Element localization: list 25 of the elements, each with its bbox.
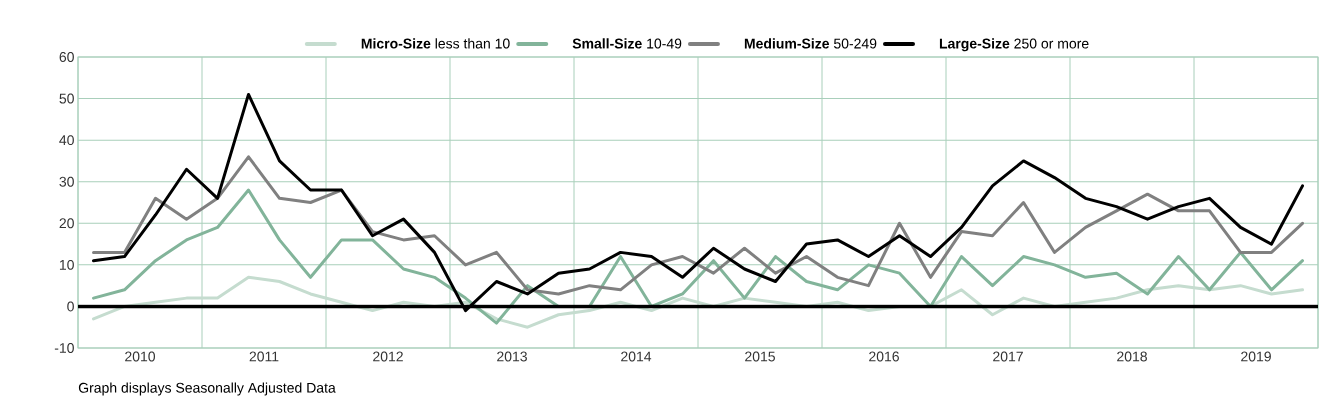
text: Graph displays Seasonally Adjusted Data (78, 382, 336, 396)
x-tick-label: 2013 (497, 351, 527, 362)
y-tick-label: 0 (67, 301, 74, 312)
y-tick-label: 40 (59, 135, 74, 146)
x-tick-label: 2014 (621, 351, 652, 362)
line-series (92, 188, 1305, 325)
y-tick-label: 30 (59, 176, 74, 187)
legend-label: Medium-Size 50-249 (744, 38, 877, 49)
y-tick-label: 50 (59, 93, 74, 104)
legend-label: Micro-Size less than 10 (361, 38, 510, 49)
line-series (92, 155, 1305, 296)
legend-label: Large-Size 250 or more (939, 38, 1089, 52)
y-tick-label: 20 (59, 218, 74, 229)
x-tick-label: 2011 (249, 351, 279, 362)
x-tick-label: 2019 (1241, 351, 1271, 362)
x-tick-label: 2010 (125, 351, 156, 362)
x-tick-label: 2018 (1117, 351, 1147, 362)
y-tick-label: -10 (54, 343, 74, 353)
legend-label: Small-Size 10-49 (572, 38, 682, 49)
y-tick-label: 60 (59, 52, 74, 62)
x-tick-label: 2012 (373, 351, 403, 362)
x-tick-label: 2015 (745, 351, 775, 362)
x-tick-label: 2016 (869, 351, 899, 362)
x-tick-label: 2017 (993, 351, 1023, 362)
y-tick-label: 10 (59, 259, 74, 270)
